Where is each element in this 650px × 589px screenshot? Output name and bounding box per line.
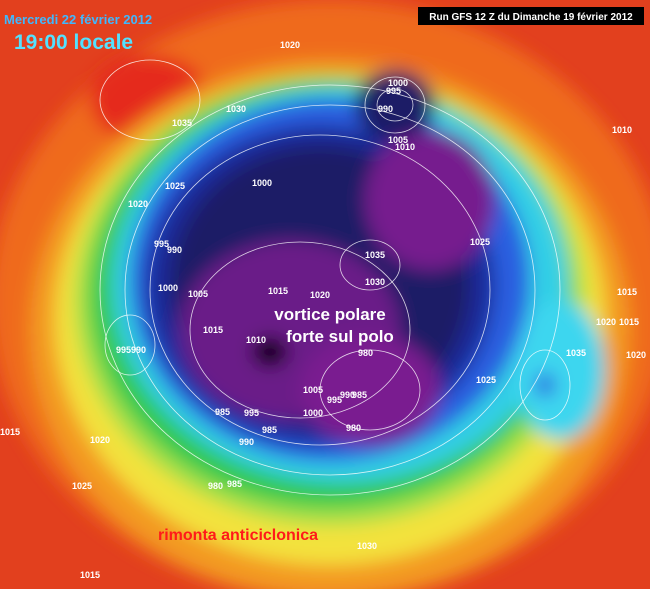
isobar-label: 1000 (158, 283, 178, 293)
isobar-label: 1015 (0, 427, 20, 437)
isobar-label: 995 (386, 86, 401, 96)
map-date: Mercredi 22 février 2012 (4, 12, 152, 27)
isobar-labels: 1020103510301000995990100510101010102510… (0, 40, 646, 580)
isobar-label: 1030 (226, 104, 246, 114)
isobar-label: 990 (239, 437, 254, 447)
isobar-label: 990 (340, 390, 355, 400)
isobar-label: 1020 (310, 290, 330, 300)
isobar-label: 990 (131, 345, 146, 355)
isobar-label: 1015 (80, 570, 100, 580)
isobar-label: 1035 (365, 250, 385, 260)
isobar-label: 1020 (626, 350, 646, 360)
isobar-label: 1030 (365, 277, 385, 287)
isobar-label: 990 (167, 245, 182, 255)
isobar-label: 1020 (280, 40, 300, 50)
isobar-label: 1015 (203, 325, 223, 335)
isobar-label: 1035 (172, 118, 192, 128)
isobar-label: 985 (352, 390, 367, 400)
isobar-label: 1015 (268, 286, 288, 296)
annotation: rimonta anticiclonica (158, 527, 318, 544)
isobar-label: 980 (358, 348, 373, 358)
isobar-label: 1025 (476, 375, 496, 385)
isobar-label: 985 (262, 425, 277, 435)
isobar-label: 1010 (612, 125, 632, 135)
isobar-label: 995 (244, 408, 259, 418)
isobar-label: 1020 (128, 199, 148, 209)
isobar-label: 985 (215, 407, 230, 417)
isobar-label: 1000 (252, 178, 272, 188)
isobar-label: 1025 (470, 237, 490, 247)
isobar-label: 980 (346, 423, 361, 433)
isobar-label: 995 (154, 239, 169, 249)
isobar-label: 1010 (246, 335, 266, 345)
isobar-label: 995 (116, 345, 131, 355)
map-time: 19:00 locale (14, 31, 133, 54)
isobar-label: 995 (327, 395, 342, 405)
isobar-label: 1035 (566, 348, 586, 358)
isobar-label: 1010 (395, 142, 415, 152)
isobar-label: 990 (378, 104, 393, 114)
isobar-label: 1020 (90, 435, 110, 445)
isobar-label: 1015 (617, 287, 637, 297)
annotation: vortice polare (274, 305, 386, 324)
isobar-label: 1005 (388, 135, 408, 145)
run-box (418, 7, 644, 25)
isobar-label: 980 (208, 481, 223, 491)
isobar-label: 1005 (303, 385, 323, 395)
isobar-label: 1020 (596, 317, 616, 327)
isobar-label: 1015 (619, 317, 639, 327)
isobar-label: 1000 (388, 78, 408, 88)
isobar-label: 1025 (72, 481, 92, 491)
run-info: Run GFS 12 Z du Dimanche 19 février 2012 (429, 12, 633, 23)
isobar-label: 1030 (357, 541, 377, 551)
isobar-label: 985 (227, 479, 242, 489)
isobar-label: 1005 (188, 289, 208, 299)
isobar-label: 1000 (303, 408, 323, 418)
annotation: forte sul polo (286, 327, 394, 346)
isobar-label: 1025 (165, 181, 185, 191)
